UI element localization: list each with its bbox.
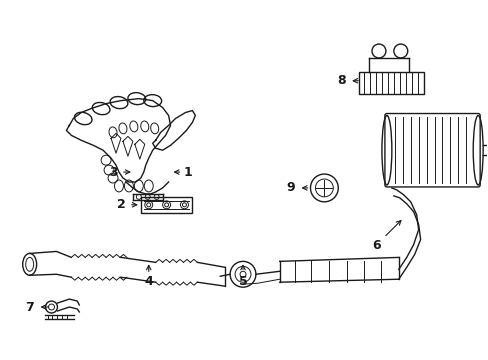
Text: 4: 4 (144, 275, 153, 288)
Bar (358, 72, 423, 94)
Text: 3: 3 (108, 166, 117, 179)
Bar (141, 197, 192, 213)
Text: 1: 1 (183, 166, 192, 179)
Text: 6: 6 (372, 239, 381, 252)
Text: 5: 5 (238, 275, 247, 288)
Text: 2: 2 (116, 198, 125, 211)
Text: 7: 7 (25, 301, 34, 314)
Text: 9: 9 (286, 181, 294, 194)
Text: 8: 8 (336, 74, 345, 87)
